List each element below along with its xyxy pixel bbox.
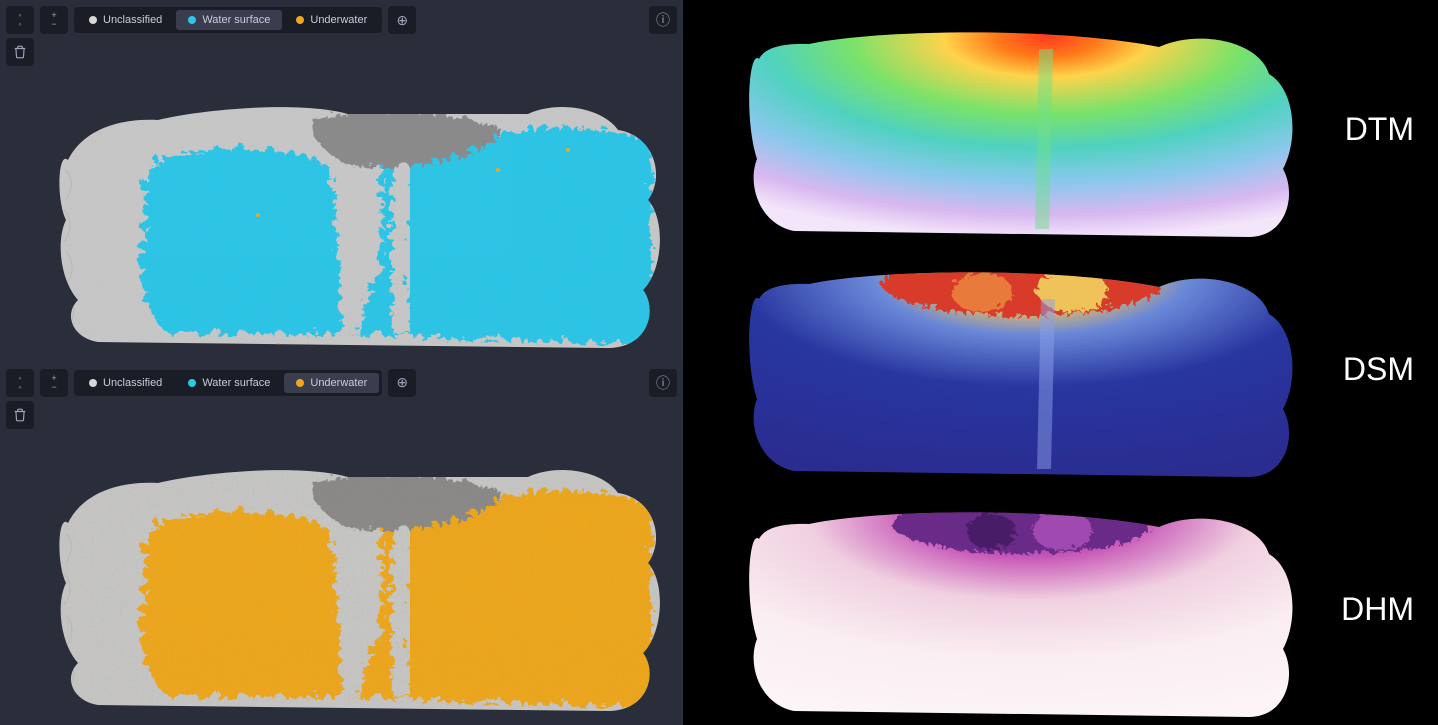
legend-label: Water surface [202, 377, 270, 389]
layer-icon: ◦ [18, 20, 21, 29]
model-shape-dhm [739, 499, 1299, 719]
trash-row [6, 401, 34, 429]
legend-label: Water surface [202, 14, 270, 26]
layers-button[interactable]: ◦ ◦ [6, 369, 34, 397]
legend-item-water-surface[interactable]: Water surface [176, 10, 282, 30]
target-button[interactable]: ⊕ [388, 369, 416, 397]
legend-item-underwater[interactable]: Underwater [284, 373, 379, 393]
legend-top: Unclassified Water surface Underwater [74, 7, 382, 33]
right-panel: DTM DSM [683, 0, 1438, 725]
trash-icon [13, 45, 27, 59]
info-button[interactable]: ⓘ [649, 6, 677, 34]
info-icon: ⓘ [656, 373, 670, 393]
legend-label: Underwater [310, 14, 367, 26]
legend-item-water-surface[interactable]: Water surface [176, 373, 282, 393]
legend-item-unclassified[interactable]: Unclassified [77, 10, 174, 30]
trash-button[interactable] [6, 401, 34, 429]
viewer-top: ◦ ◦ + − Unclassified Water surface Under [0, 0, 683, 363]
layers-button[interactable]: ◦ ◦ [6, 6, 34, 34]
pointcloud-bottom[interactable] [0, 383, 683, 725]
trash-button[interactable] [6, 38, 34, 66]
terrain-svg-top [48, 80, 668, 360]
model-row-dsm: DSM [683, 254, 1438, 484]
model-label-dhm: DHM [1341, 591, 1414, 628]
info-icon: ⓘ [656, 10, 670, 30]
viewer-bottom: ◦ ◦ + − Unclassified Water surface Under [0, 363, 683, 725]
target-icon: ⊕ [396, 12, 408, 29]
zoom-buttons[interactable]: + − [40, 6, 68, 34]
model-label-dsm: DSM [1343, 351, 1414, 388]
model-row-dtm: DTM [683, 14, 1438, 244]
legend-dot [296, 16, 304, 24]
legend-dot [296, 379, 304, 387]
left-panel: ◦ ◦ + − Unclassified Water surface Under [0, 0, 683, 725]
model-shape-dsm [739, 259, 1299, 479]
legend-label: Underwater [310, 377, 367, 389]
legend-item-underwater[interactable]: Underwater [284, 10, 379, 30]
target-button[interactable]: ⊕ [388, 6, 416, 34]
pointcloud-top[interactable] [0, 20, 683, 363]
trash-row [6, 38, 34, 66]
legend-label: Unclassified [103, 14, 162, 26]
legend-bottom: Unclassified Water surface Underwater [74, 370, 382, 396]
target-icon: ⊕ [396, 374, 408, 391]
minus-icon: − [51, 20, 56, 29]
layer-icon: ◦ [18, 383, 21, 392]
terrain-svg-bottom [48, 443, 668, 723]
model-shape-dtm [739, 19, 1299, 239]
model-row-dhm: DHM [683, 494, 1438, 724]
legend-dot [89, 379, 97, 387]
toolbar-top: ◦ ◦ + − Unclassified Water surface Under [6, 6, 677, 34]
zoom-buttons[interactable]: + − [40, 369, 68, 397]
minus-icon: − [51, 383, 56, 392]
info-button[interactable]: ⓘ [649, 369, 677, 397]
legend-dot [89, 16, 97, 24]
legend-dot [188, 16, 196, 24]
toolbar-bottom: ◦ ◦ + − Unclassified Water surface Under [6, 369, 677, 397]
model-label-dtm: DTM [1345, 111, 1414, 148]
trash-icon [13, 408, 27, 422]
legend-label: Unclassified [103, 377, 162, 389]
legend-dot [188, 379, 196, 387]
legend-item-unclassified[interactable]: Unclassified [77, 373, 174, 393]
